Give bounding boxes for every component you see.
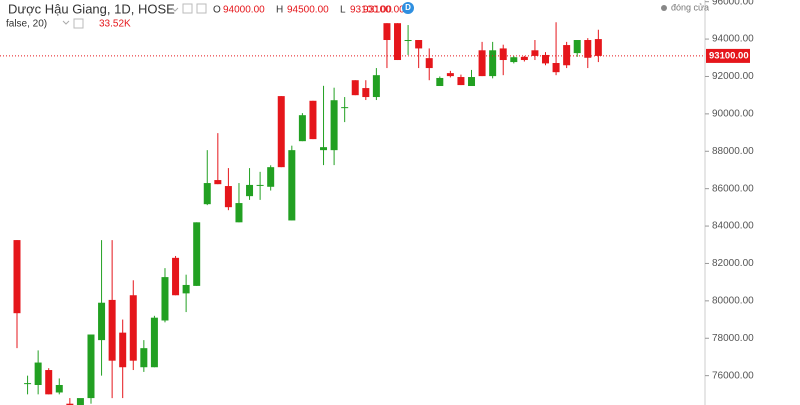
candle-body [341, 107, 349, 109]
candle-body [288, 150, 296, 221]
candle-body [309, 100, 317, 140]
y-tick-label: 92000.00 [712, 71, 754, 82]
candle-body [76, 398, 84, 405]
dropdown-icon [62, 20, 70, 25]
candle-body [214, 180, 222, 185]
candle-body [13, 240, 21, 314]
last-price-box [706, 48, 750, 63]
candle-body [510, 57, 518, 63]
candle-body [45, 370, 53, 395]
indicator-label: false, 20) [6, 19, 47, 30]
candle-body [182, 284, 190, 294]
icon [196, 3, 207, 14]
ohlc-value: 94000.00 [223, 5, 265, 16]
y-tick-label: 80000.00 [712, 295, 754, 306]
y-tick-label: 84000.00 [712, 221, 754, 232]
marker-icon[interactable] [402, 2, 414, 14]
candle-body [224, 186, 232, 208]
ohlc-value: 93100.00 [363, 5, 405, 16]
candle-body [520, 56, 528, 61]
y-tick-label: 90000.00 [712, 109, 754, 120]
candle-body [203, 183, 211, 205]
candle-body [552, 63, 560, 73]
y-tick-label: 76000.00 [712, 370, 754, 381]
candle-body [542, 54, 549, 64]
y-tick-label: 78000.00 [712, 333, 754, 344]
candle-body [150, 317, 158, 368]
y-tick-label: 88000.00 [712, 146, 754, 157]
candle-body [594, 39, 602, 56]
y-tick-label: 96000.00 [712, 0, 754, 7]
legend-dot [661, 5, 667, 11]
candle-body [119, 332, 127, 368]
candle-body [330, 100, 338, 151]
candle-body [468, 77, 476, 87]
candle-body [436, 77, 444, 87]
candle-body [320, 147, 328, 151]
candle-body [446, 73, 454, 77]
volume-value: 33.52K [99, 19, 131, 30]
candle-body [489, 50, 497, 77]
candle-body [584, 40, 592, 58]
candle-body [108, 299, 116, 361]
candle-body [563, 45, 571, 66]
candle-body [87, 334, 95, 399]
candle-body [499, 48, 507, 61]
ohlc-label: O [213, 5, 221, 16]
icon [182, 3, 193, 14]
candle-body [55, 384, 63, 393]
ohlc-value: 93100.00 [350, 5, 392, 16]
candle-body [34, 362, 42, 385]
candle-body [256, 184, 264, 186]
chart-title: Dược Hậu Giang, 1D, HOSE [8, 1, 175, 16]
dropdown-icon [171, 7, 179, 12]
candle-body [457, 77, 465, 86]
candle-body [172, 257, 180, 296]
candle-body [193, 222, 201, 286]
legend-label: đóng cửa [671, 2, 709, 12]
candle-body [404, 40, 412, 42]
candle-body [277, 96, 285, 168]
y-tick-label: 94000.00 [712, 34, 754, 45]
candle-body [267, 167, 275, 187]
marker-label[interactable]: D [405, 3, 411, 12]
candle-body [362, 88, 370, 98]
candle-body [66, 403, 74, 405]
icon [73, 18, 84, 29]
candle-body [425, 58, 433, 69]
last-price-label: 93100.00 [709, 50, 749, 61]
candle-body [129, 295, 137, 361]
y-axis: 76000.00 78000.00 80000.00 82000.00 84000.00… [705, 0, 754, 381]
candle-body [140, 348, 148, 368]
candle-body [161, 277, 169, 321]
candle-body [246, 184, 254, 197]
candle-body [351, 80, 359, 96]
candle-body [298, 115, 306, 142]
candle-body [478, 50, 486, 77]
y-tick-label: 82000.00 [712, 258, 754, 269]
candle-body [372, 75, 380, 98]
candle-body [531, 50, 539, 56]
candle-body [24, 383, 32, 385]
candle-body [415, 40, 423, 49]
candle-body [394, 23, 402, 61]
ohlc-label: H [276, 5, 283, 16]
ohlc-label: L [340, 5, 346, 16]
plot [0, 22, 705, 405]
candle-body [235, 203, 243, 223]
y-tick-label: 86000.00 [712, 183, 754, 194]
candle-body [383, 23, 391, 41]
candle-body [573, 40, 581, 54]
candle-body [98, 302, 106, 341]
ohlc-value: 94500.00 [287, 5, 329, 16]
